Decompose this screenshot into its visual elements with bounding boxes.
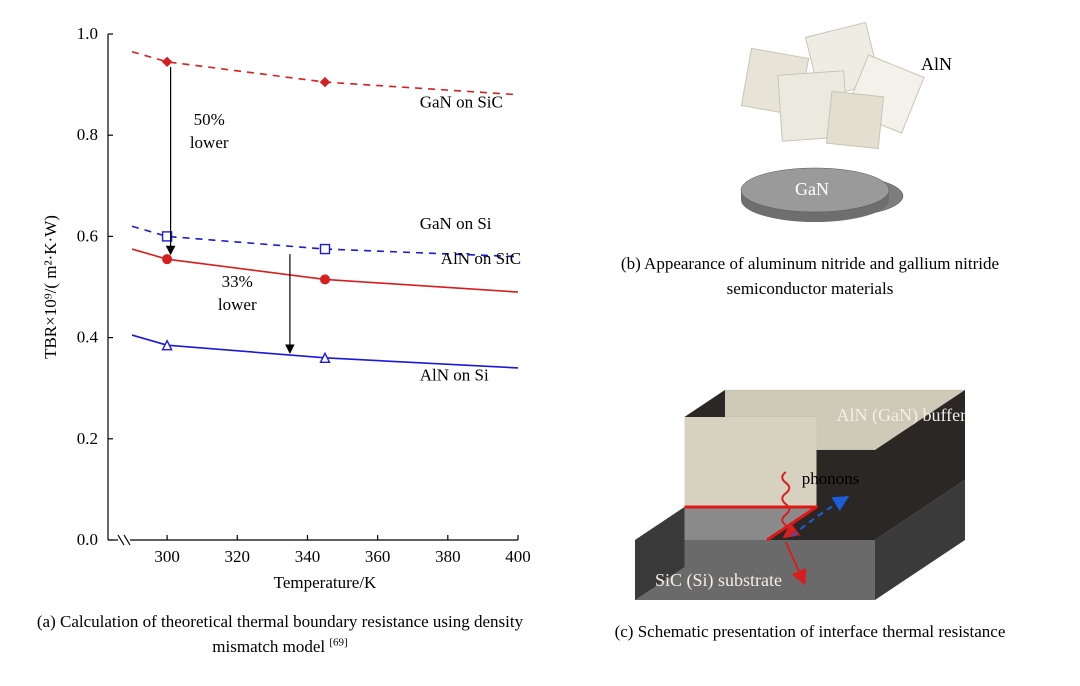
svg-text:360: 360 — [365, 547, 391, 566]
svg-text:GaN on Si: GaN on Si — [420, 214, 492, 233]
svg-text:0.0: 0.0 — [77, 530, 98, 549]
figure-wrap: 0.0 0.2 0.4 0.6 0.8 1.0 300 320 340 360 380 400 Temp… — [20, 20, 1060, 666]
svg-text:GaN on SiC: GaN on SiC — [420, 92, 503, 111]
svg-text:AlN on SiC: AlN on SiC — [441, 249, 521, 268]
svg-text:0.4: 0.4 — [77, 328, 99, 347]
svg-text:lower: lower — [190, 133, 229, 152]
svg-text:320: 320 — [225, 547, 251, 566]
panel-b-svg: AlN GaN — [575, 20, 1045, 252]
svg-text:0.8: 0.8 — [77, 125, 98, 144]
svg-text:lower: lower — [218, 295, 257, 314]
svg-text:50%: 50% — [194, 110, 225, 129]
svg-text:400: 400 — [505, 547, 531, 566]
caption-c: (c) Schematic presentation of interface … — [575, 620, 1045, 645]
svg-text:33%: 33% — [222, 272, 253, 291]
svg-text:GaN: GaN — [795, 179, 829, 199]
panel-c: AlN (GaN) buffer phonons SiC (Si) substrat… — [575, 350, 1045, 666]
caption-b: (b) Appearance of aluminum nitride and g… — [575, 252, 1045, 301]
panel-a: 0.0 0.2 0.4 0.6 0.8 1.0 300 320 340 360 380 400 Temp… — [20, 20, 540, 666]
svg-text:AlN: AlN — [921, 54, 952, 74]
svg-text:300: 300 — [154, 547, 180, 566]
panel-c-svg: AlN (GaN) buffer phonons SiC (Si) substrat… — [575, 350, 1045, 620]
panel-b: AlN GaN (b) Appearance of aluminum nitrid… — [575, 20, 1045, 320]
svg-text:phonons: phonons — [802, 469, 860, 488]
svg-text:380: 380 — [435, 547, 461, 566]
caption-a: (a) Calculation of theoretical thermal b… — [20, 610, 540, 659]
svg-text:SiC (Si) substrate: SiC (Si) substrate — [655, 570, 782, 591]
svg-text:0.2: 0.2 — [77, 429, 98, 448]
svg-text:Temperature/K: Temperature/K — [274, 573, 377, 592]
svg-text:0.6: 0.6 — [77, 226, 98, 245]
svg-text:AlN (GaN) buffer: AlN (GaN) buffer — [837, 405, 967, 426]
svg-text:AlN on Si: AlN on Si — [420, 366, 489, 385]
svg-text:340: 340 — [295, 547, 321, 566]
svg-text:1.0: 1.0 — [77, 24, 98, 43]
svg-text:TBR×10⁹/( m²·K·W): TBR×10⁹/( m²·K·W) — [41, 215, 60, 359]
chart-a-svg: 0.0 0.2 0.4 0.6 0.8 1.0 300 320 340 360 380 400 Temp… — [20, 20, 540, 610]
